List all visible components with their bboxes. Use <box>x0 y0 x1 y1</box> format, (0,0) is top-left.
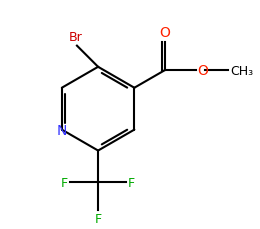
Text: O: O <box>159 26 170 40</box>
Text: N: N <box>57 123 67 137</box>
Text: F: F <box>61 176 68 189</box>
Text: O: O <box>198 64 208 78</box>
Text: F: F <box>95 213 102 225</box>
Text: F: F <box>128 176 135 189</box>
Text: Br: Br <box>69 30 83 44</box>
Text: CH₃: CH₃ <box>230 65 254 77</box>
